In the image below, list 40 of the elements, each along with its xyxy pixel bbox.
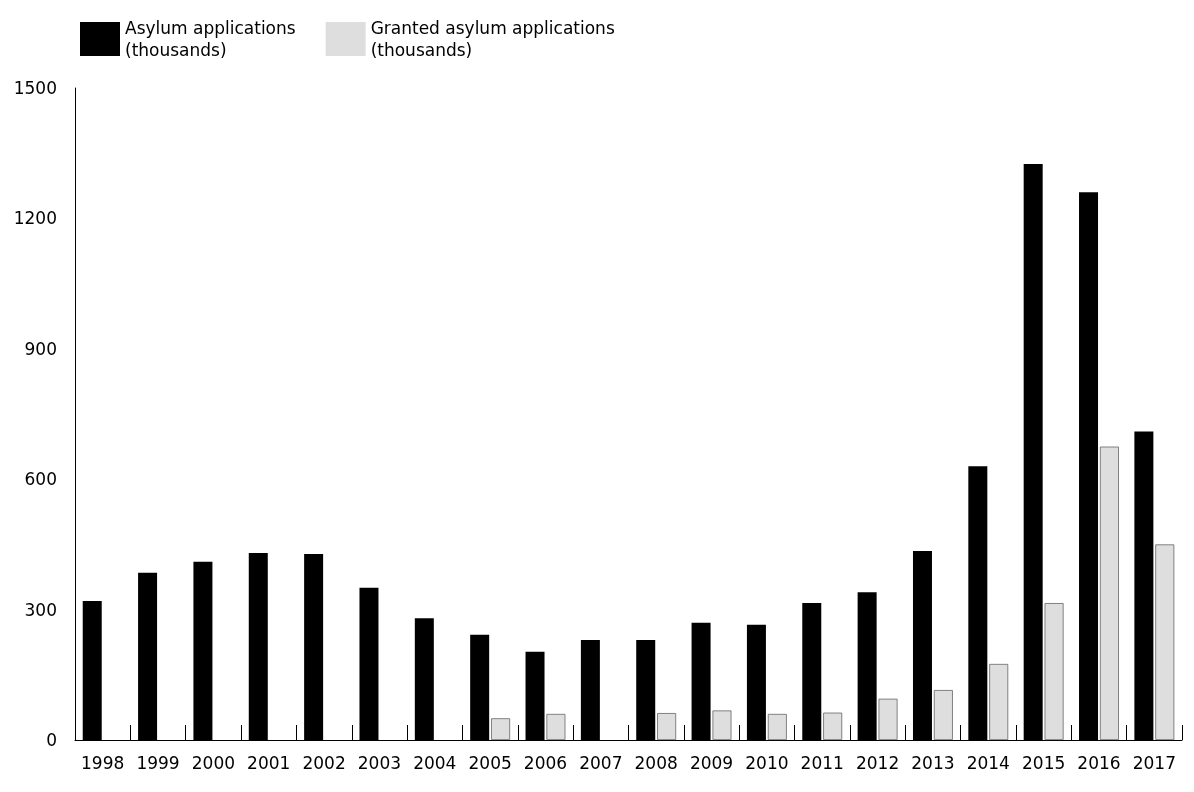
x-tick-label: 2016 <box>1077 752 1121 773</box>
bar <box>1099 446 1119 740</box>
x-tick-label: 2002 <box>302 752 346 773</box>
bar <box>657 713 677 740</box>
y-tick-label: 1500 <box>13 78 57 98</box>
y-tick-label: 600 <box>24 469 57 490</box>
bar <box>767 713 787 740</box>
x-tick-label: 2012 <box>855 752 900 773</box>
x-tick-label: 2006 <box>523 752 568 773</box>
bar <box>491 718 511 740</box>
bar <box>933 690 953 740</box>
y-tick-label: 1200 <box>13 208 57 229</box>
y-tick-label: 900 <box>24 338 57 359</box>
y-tick-label: 300 <box>24 599 57 620</box>
bar <box>1155 544 1175 740</box>
x-tick-label: 2003 <box>357 752 402 773</box>
x-tick-label: 2007 <box>579 752 623 773</box>
x-tick-label: 2010 <box>745 752 789 773</box>
y-tick-label: 0 <box>46 730 57 750</box>
x-tick-label: 2004 <box>413 752 457 773</box>
bar <box>989 663 1009 740</box>
x-tick-label: 2011 <box>800 752 844 773</box>
legend-label: Granted asylum applications (thousands) <box>370 18 615 60</box>
x-tick-label: 1998 <box>81 752 125 773</box>
x-tick-label: 2015 <box>1021 752 1066 773</box>
x-tick-label: 2008 <box>634 752 678 773</box>
bar <box>1044 603 1064 740</box>
x-tick-label: 2001 <box>247 752 291 773</box>
x-tick-label: 2013 <box>911 752 955 773</box>
x-tick-label: 2014 <box>966 752 1010 773</box>
bar <box>546 713 566 740</box>
x-tick-label: 2005 <box>468 752 512 773</box>
x-tick-label: 1999 <box>136 752 180 773</box>
x-tick-label: 2000 <box>191 752 236 773</box>
x-tick-label: 2017 <box>1132 752 1176 773</box>
x-tick-label: 2009 <box>689 752 734 773</box>
bar <box>712 710 732 740</box>
legend-label: Asylum applications (thousands) <box>125 18 296 60</box>
bar <box>823 712 843 740</box>
bar <box>878 698 898 740</box>
